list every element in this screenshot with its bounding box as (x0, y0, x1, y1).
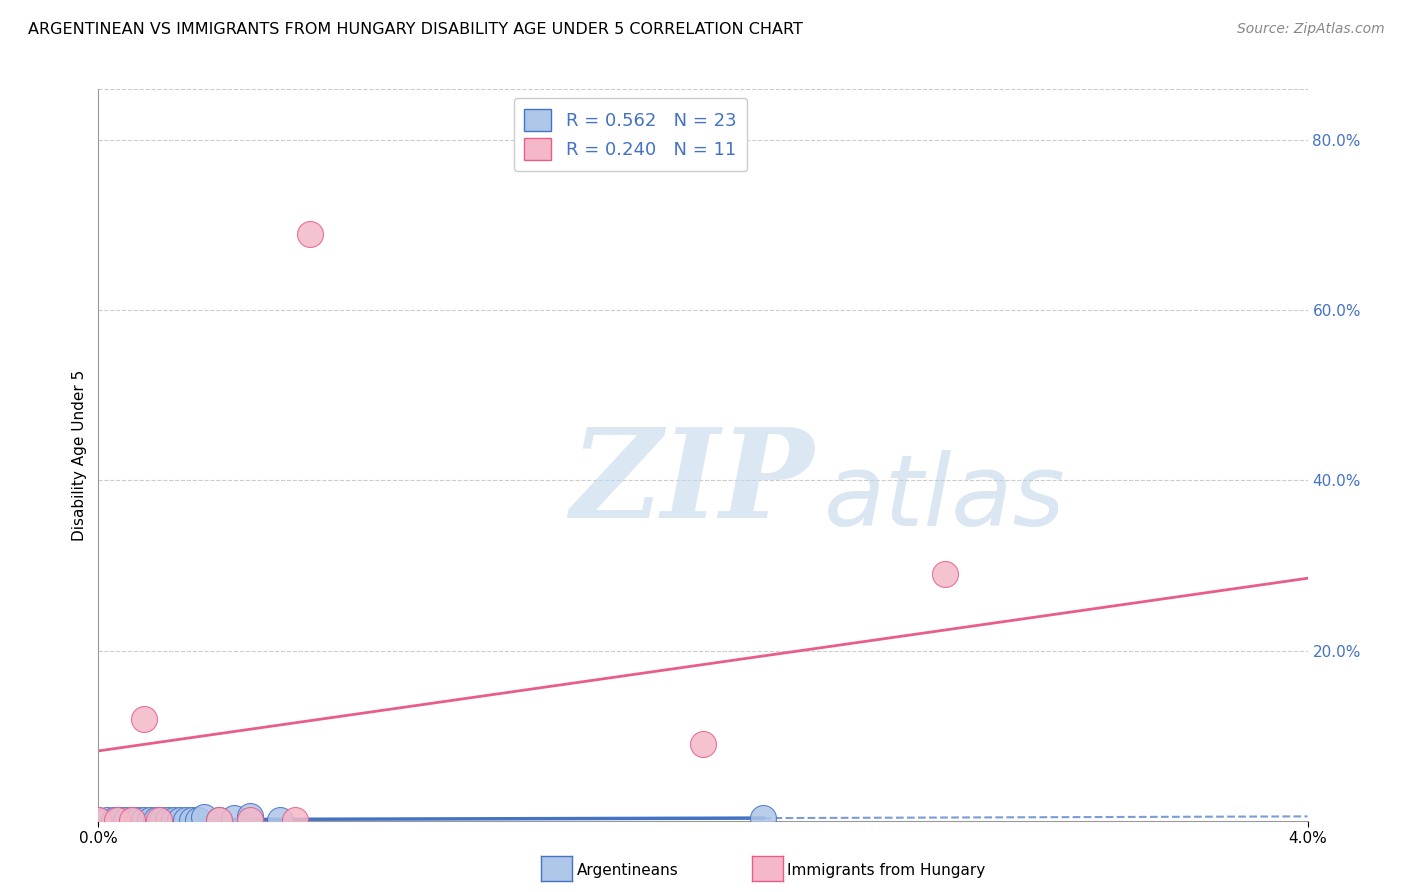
Point (108, 813, 131, 827)
Point (692, 737, 714, 751)
Point (87, 813, 110, 827)
Point (284, 813, 307, 827)
Point (187, 813, 209, 827)
Point (121, 813, 143, 827)
Point (163, 813, 186, 827)
Point (208, 813, 231, 827)
Point (193, 810, 215, 824)
Point (299, 227, 322, 241)
Point (752, 811, 775, 825)
Point (208, 813, 231, 827)
Point (127, 813, 149, 827)
Point (150, 813, 173, 827)
Point (934, 566, 956, 581)
Point (132, 813, 155, 827)
Point (174, 813, 197, 827)
Point (269, 813, 291, 827)
Text: atlas: atlas (824, 450, 1066, 548)
Point (87, 813, 110, 827)
Point (114, 813, 136, 827)
Text: Immigrants from Hungary: Immigrants from Hungary (787, 863, 986, 878)
Y-axis label: Disability Age Under 5: Disability Age Under 5 (72, 369, 87, 541)
Text: Source: ZipAtlas.com: Source: ZipAtlas.com (1237, 22, 1385, 37)
Point (239, 813, 262, 827)
Point (132, 712, 155, 726)
Point (145, 813, 167, 827)
Text: ZIP: ZIP (569, 424, 814, 545)
Point (105, 813, 128, 827)
Point (96, 813, 118, 827)
Text: ARGENTINEAN VS IMMIGRANTS FROM HUNGARY DISABILITY AGE UNDER 5 CORRELATION CHART: ARGENTINEAN VS IMMIGRANTS FROM HUNGARY D… (28, 22, 803, 37)
Legend: R = 0.562   N = 23, R = 0.240   N = 11: R = 0.562 N = 23, R = 0.240 N = 11 (513, 98, 748, 171)
Point (148, 813, 170, 827)
Text: Argentineans: Argentineans (576, 863, 678, 878)
Point (103, 813, 125, 827)
Point (181, 813, 204, 827)
Point (156, 813, 179, 827)
Point (224, 811, 246, 825)
Point (239, 808, 262, 822)
Point (121, 813, 143, 827)
Point (139, 813, 162, 827)
Point (169, 813, 191, 827)
